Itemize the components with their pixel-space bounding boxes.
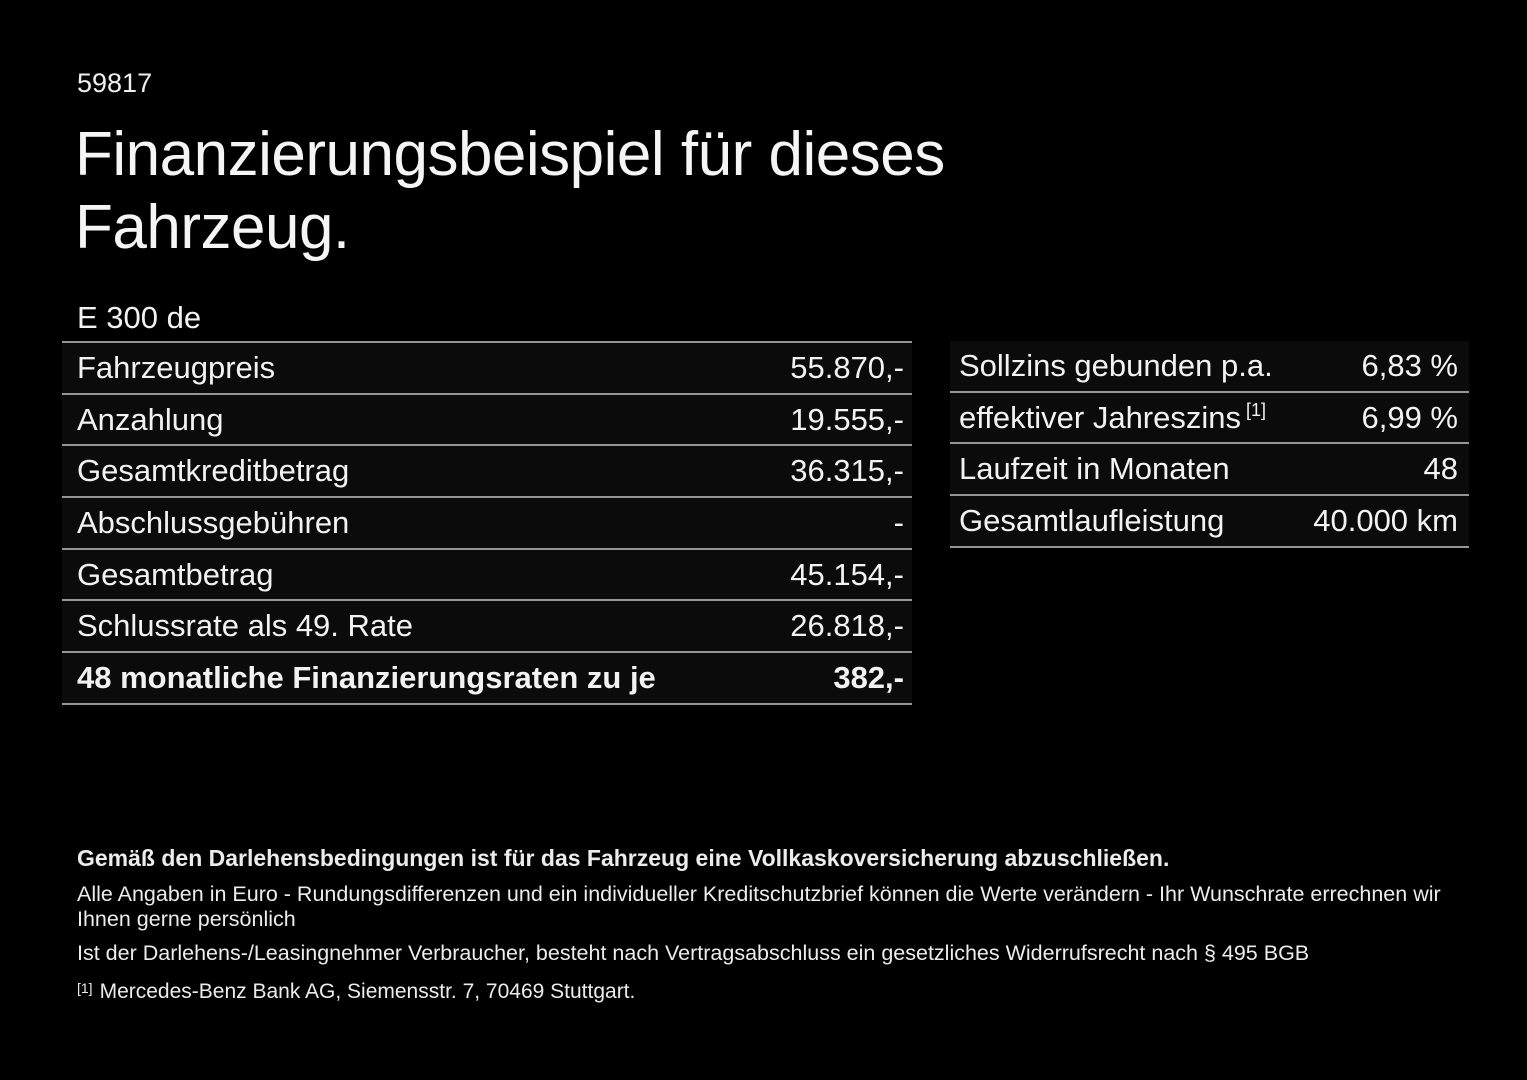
- row-value: 19.555,-: [790, 401, 904, 437]
- row-value: 6,99 %: [1361, 399, 1458, 435]
- model-name: E 300 de: [77, 299, 202, 335]
- row-label: Gesamtbetrag: [77, 556, 274, 592]
- row-label: Gesamtlaufleistung: [959, 502, 1225, 538]
- row-value: 6,83 %: [1361, 347, 1458, 383]
- table-row-term-months: Laufzeit in Monaten 48: [950, 444, 1469, 497]
- footnote: [1] Mercedes-Benz Bank AG, Siemensstr. 7,…: [77, 980, 1477, 1004]
- table-row-effective-interest: effektiver Jahreszins [1] 6,99 %: [950, 392, 1469, 445]
- disclaimer-line: Alle Angaben in Euro - Rundungsdifferenz…: [77, 882, 1441, 931]
- footnote-marker: [1]: [77, 980, 93, 996]
- row-label: Abschlussgebühren: [77, 504, 350, 540]
- table-row-monthly-rate: 48 monatliche Finanzierungsraten zu je 3…: [62, 653, 912, 705]
- footnote-text: Mercedes-Benz Bank AG, Siemensstr. 7, 70…: [99, 980, 636, 1003]
- footnote-marker: [1]: [1246, 399, 1267, 420]
- table-row-nominal-interest: Sollzins gebunden p.a. 6,83 %: [950, 341, 1469, 393]
- row-label: Schlussrate als 49. Rate: [77, 608, 414, 644]
- row-label: Sollzins gebunden p.a.: [959, 347, 1273, 383]
- withdrawal-note: Ist der Darlehens-/Leasingnehmer Verbrau…: [77, 941, 1310, 965]
- row-label: 48 monatliche Finanzierungsraten zu je: [77, 659, 656, 695]
- vehicle-listing-id: 59817: [77, 68, 153, 98]
- table-row-total-amount: Gesamtbetrag 45.154,-: [62, 549, 912, 602]
- financing-table: E 300 de Fahrzeugpreis 55.870,- Anzahlun…: [62, 294, 912, 705]
- table-row-vehicle-price: Fahrzeugpreis 55.870,-: [62, 343, 912, 395]
- table-row-final-installment: Schlussrate als 49. Rate 26.818,-: [62, 601, 912, 654]
- row-value: 40.000 km: [1313, 502, 1458, 538]
- conditions-table: Sollzins gebunden p.a. 6,83 % effektiver…: [950, 341, 1469, 548]
- row-value: 36.315,-: [790, 453, 904, 489]
- table-row-total-mileage: Gesamtlaufleistung 40.000 km: [950, 496, 1469, 548]
- row-value: 55.870,-: [790, 349, 904, 385]
- row-value: 26.818,-: [790, 608, 904, 644]
- table-row-total-credit: Gesamtkreditbetrag 36.315,-: [62, 446, 912, 499]
- financing-table-rows: Fahrzeugpreis 55.870,- Anzahlung 19.555,…: [62, 341, 912, 705]
- row-value: 382,-: [833, 659, 904, 695]
- table-row-down-payment: Anzahlung 19.555,-: [62, 394, 912, 447]
- row-value: 48: [1423, 451, 1458, 487]
- table-row-closing-fees: Abschlussgebühren -: [62, 498, 912, 550]
- row-label: Fahrzeugpreis: [77, 349, 276, 385]
- row-value: 45.154,-: [790, 556, 904, 592]
- insurance-note: Gemäß den Darlehensbedingungen ist für d…: [77, 845, 1170, 871]
- row-value: -: [893, 504, 904, 540]
- row-label-text: effektiver Jahreszins: [959, 399, 1241, 435]
- row-label: Gesamtkreditbetrag: [77, 453, 350, 489]
- row-label: effektiver Jahreszins [1]: [959, 400, 1266, 436]
- row-label: Anzahlung: [77, 401, 224, 437]
- row-label: Laufzeit in Monaten: [959, 451, 1230, 487]
- page-title: Finanzierungsbeispiel für dieses Fahrzeu…: [75, 120, 945, 262]
- fine-print: Gemäß den Darlehensbedingungen ist für d…: [77, 845, 1477, 1004]
